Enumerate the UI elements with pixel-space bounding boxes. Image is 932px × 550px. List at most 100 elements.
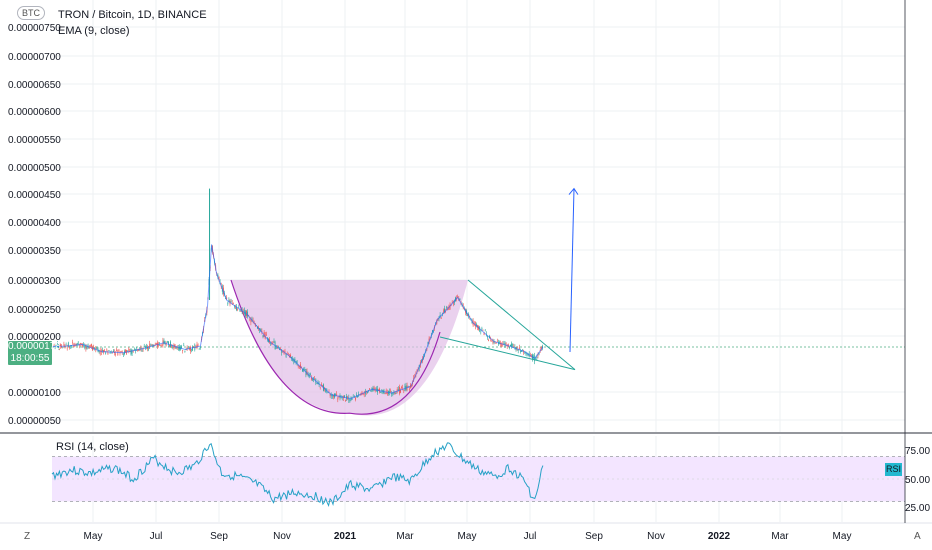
candle-body <box>380 392 382 393</box>
candle-body <box>102 350 103 352</box>
candle-body <box>319 387 321 388</box>
candle-body <box>89 345 91 348</box>
candle-body <box>218 276 220 280</box>
candle-body <box>86 346 88 349</box>
candle-body <box>270 343 272 345</box>
candle-body <box>391 393 393 395</box>
candle-body <box>449 305 451 310</box>
time-tick-label: Nov <box>273 531 291 542</box>
candle-body <box>65 344 67 346</box>
candle-body <box>394 392 396 394</box>
candle-body <box>127 350 129 352</box>
candle-body <box>484 330 486 332</box>
candle-body <box>452 301 454 305</box>
candle-body <box>521 350 522 352</box>
candle-body <box>177 347 179 350</box>
candle-body <box>501 343 503 347</box>
candle-body <box>182 349 184 351</box>
candle-body <box>140 347 142 350</box>
candle-body <box>402 387 404 389</box>
rsi-line <box>51 442 544 508</box>
candle-body <box>459 298 461 301</box>
candle-body <box>108 350 110 351</box>
cup-curve <box>230 279 441 415</box>
candle-body <box>230 301 232 303</box>
candle-body <box>163 340 165 344</box>
candle-body <box>454 301 455 303</box>
candle-body <box>191 349 192 351</box>
price-tick-label: 0.00000750 <box>8 23 61 34</box>
candle-body <box>358 394 360 396</box>
candle-body <box>193 346 195 348</box>
target-arrowhead <box>568 187 579 195</box>
candle-body <box>290 354 291 357</box>
candle-body <box>72 341 74 343</box>
candle-body <box>130 349 132 355</box>
candle-body <box>367 392 368 393</box>
candle-body <box>125 350 126 353</box>
candle-body <box>155 342 157 345</box>
ema-legend[interactable]: EMA (9, close) <box>58 25 130 37</box>
candle-body <box>237 309 239 310</box>
wedge-upper-line <box>467 279 576 370</box>
candle-body <box>132 350 134 352</box>
candle-body <box>165 343 167 345</box>
candle-body <box>151 344 153 346</box>
candle-body <box>249 318 251 320</box>
candle-body <box>248 315 250 316</box>
candle-body <box>117 351 119 356</box>
candle-body <box>93 347 94 349</box>
candle-body <box>432 330 433 332</box>
candle-body <box>192 346 193 351</box>
current-price-value: 0.00000178 <box>8 341 61 352</box>
price-tick-label: 0.00000550 <box>8 135 61 146</box>
candle-body <box>510 344 511 347</box>
candle-body <box>56 343 58 345</box>
candle-body <box>298 366 300 368</box>
candle-body <box>99 350 101 355</box>
time-tick-label: Jul <box>150 531 163 542</box>
candle-body <box>361 391 363 393</box>
candle-body <box>340 397 342 399</box>
price-tick-label: 0.00000250 <box>8 305 61 316</box>
candle-body <box>128 348 130 352</box>
symbol-badge[interactable]: BTC <box>17 6 45 20</box>
candle-body <box>187 347 189 349</box>
candle-body <box>110 351 112 353</box>
candle-body <box>524 352 526 353</box>
price-tick-label: 0.00000300 <box>8 276 61 287</box>
candle-body <box>352 395 354 397</box>
candle-body <box>273 341 275 343</box>
time-tick-label: 2021 <box>334 531 357 542</box>
candle-body <box>348 397 350 401</box>
candle-body <box>236 306 237 311</box>
candle-body <box>242 311 244 314</box>
candle-body <box>355 397 356 400</box>
pattern-drawings <box>439 187 579 371</box>
candle-body <box>309 373 311 376</box>
candle-body <box>113 350 114 353</box>
price-tick-label: 0.00000400 <box>8 218 61 229</box>
candle-body <box>171 344 173 348</box>
rsi-legend[interactable]: RSI (14, close) <box>56 441 129 453</box>
candle-body <box>292 359 294 361</box>
candle-body <box>504 343 506 348</box>
time-tick-label: Jul <box>524 531 537 542</box>
candle-body <box>505 342 507 345</box>
price-tick-label: 0.00000200 <box>8 332 61 343</box>
candle-body <box>520 350 521 352</box>
grid-lines <box>52 0 905 522</box>
auto-scale-button[interactable]: A <box>914 531 921 542</box>
candle-body <box>186 347 188 350</box>
candle-body <box>161 344 163 347</box>
candle-body <box>265 334 267 336</box>
candle-body <box>403 389 405 391</box>
timezone-button[interactable]: Z <box>24 531 31 542</box>
candle-body <box>311 377 312 380</box>
candle-body <box>393 392 395 394</box>
candle-body <box>250 319 252 323</box>
ema-line <box>51 244 544 400</box>
rsi-tick-label: 75.00 <box>905 446 930 457</box>
candle-body <box>335 393 336 395</box>
